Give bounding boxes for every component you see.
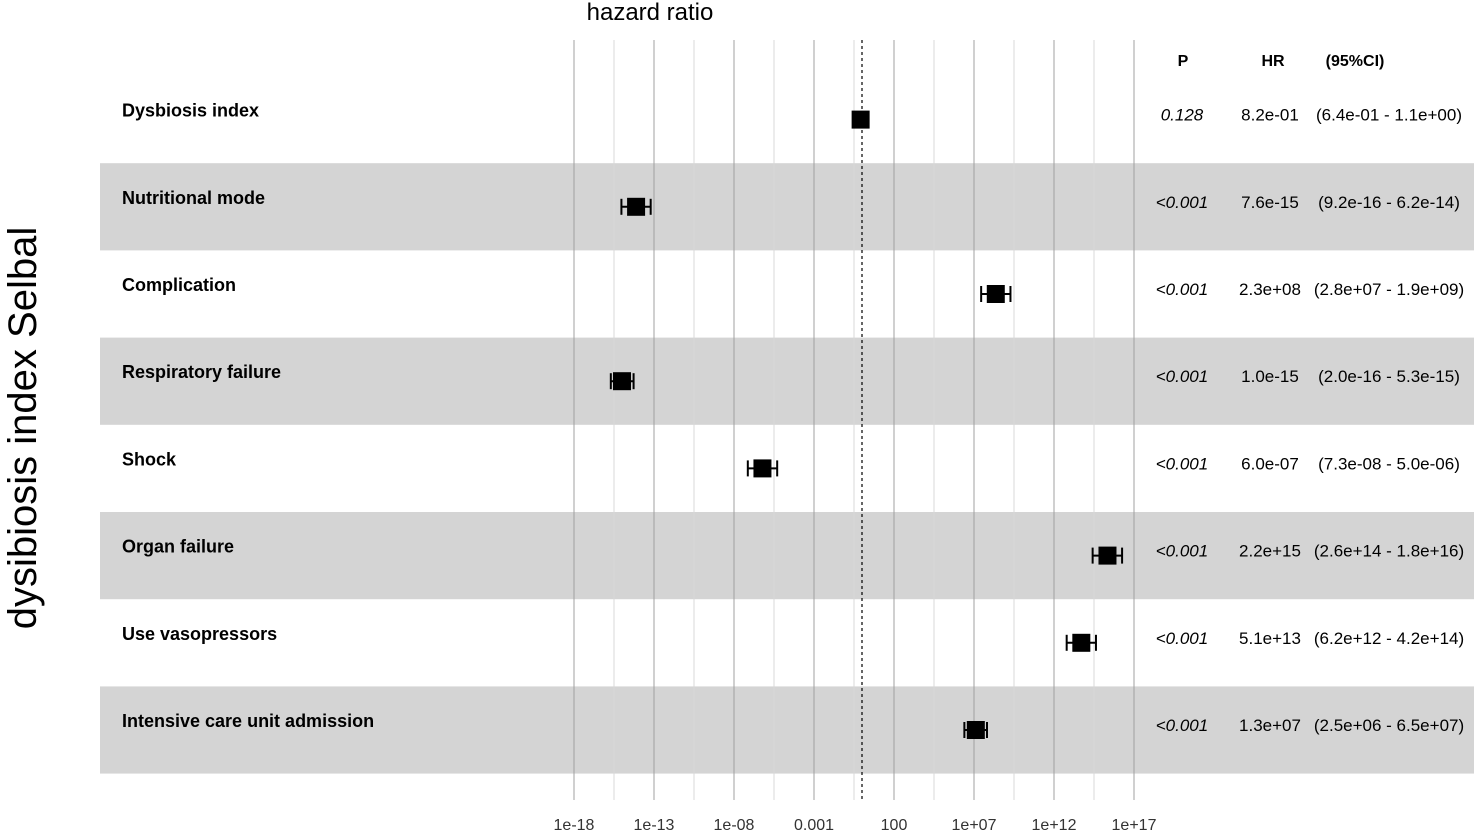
p-value: <0.001: [1156, 367, 1208, 386]
row-bands: [100, 163, 1474, 774]
hr-marker: [753, 459, 772, 478]
p-value: <0.001: [1156, 280, 1208, 299]
hr-marker: [966, 721, 985, 739]
row-label: Dysbiosis index: [122, 101, 259, 121]
row-labels: Dysbiosis index Nutritional mode Complicat…: [122, 101, 374, 731]
grid-lines: [573, 40, 1135, 800]
hr-value: 5.1e+13: [1239, 629, 1301, 648]
hr-marker: [986, 285, 1005, 303]
hr-marker: [613, 372, 631, 391]
hr-marker: [851, 110, 870, 129]
ci-value: (7.3e-08 - 5.0e-06): [1318, 454, 1460, 473]
hr-value: 2.2e+15: [1239, 542, 1301, 561]
x-tick-label: 100: [881, 817, 908, 834]
ci-value: (2.5e+06 - 6.5e+07): [1314, 716, 1464, 735]
chart-title: hazard ratio: [587, 0, 714, 26]
stats-table: 0.128 8.2e-01 (6.4e-01 - 1.1e+00) <0.001 7.6…: [1156, 106, 1464, 735]
x-tick-label: 1e-13: [634, 817, 675, 834]
hr-value: 8.2e-01: [1241, 106, 1299, 125]
row-label: Respiratory failure: [122, 362, 281, 382]
row-band: [100, 163, 1474, 251]
row-label: Nutritional mode: [122, 188, 265, 208]
col-header-ci: (95%CI): [1326, 53, 1385, 70]
x-tick-label: 1e-18: [554, 817, 595, 834]
ci-value: (6.2e+12 - 4.2e+14): [1314, 629, 1464, 648]
col-header-hr: HR: [1261, 53, 1285, 70]
ci-value: (9.2e-16 - 6.2e-14): [1318, 193, 1460, 212]
p-value: <0.001: [1156, 629, 1208, 648]
ci-value: (2.0e-16 - 5.3e-15): [1318, 367, 1460, 386]
hr-value: 7.6e-15: [1241, 193, 1299, 212]
x-tick-label: 1e+17: [1112, 817, 1157, 834]
x-tick-label: 0.001: [794, 817, 834, 834]
row-label: Use vasopressors: [122, 624, 277, 644]
p-value: 0.128: [1161, 106, 1204, 125]
hr-value: 6.0e-07: [1241, 454, 1299, 473]
row-band: [100, 512, 1474, 600]
side-label: dysibiosis index Selbal: [1, 227, 45, 629]
p-value: <0.001: [1156, 193, 1208, 212]
p-value: <0.001: [1156, 542, 1208, 561]
ci-value: (6.4e-01 - 1.1e+00): [1316, 106, 1462, 125]
hr-marker: [627, 197, 646, 216]
ci-value: (2.6e+14 - 1.8e+16): [1314, 542, 1464, 561]
hr-value: 1.3e+07: [1239, 716, 1301, 735]
row-label: Intensive care unit admission: [122, 711, 374, 731]
x-axis-ticks: 1e-18 1e-13 1e-08 0.001 100 1e+07 1e+12 1e+17: [554, 817, 1157, 834]
x-tick-label: 1e-08: [714, 817, 755, 834]
row-label: Complication: [122, 275, 236, 295]
hr-value: 1.0e-15: [1241, 367, 1299, 386]
hr-value: 2.3e+08: [1239, 280, 1301, 299]
row-band: [100, 337, 1474, 425]
hr-marker: [1072, 633, 1091, 652]
ci-value: (2.8e+07 - 1.9e+09): [1314, 280, 1464, 299]
row-label: Organ failure: [122, 537, 234, 557]
row-band: [100, 686, 1474, 774]
hr-marker: [1098, 546, 1117, 565]
row-label: Shock: [122, 449, 177, 469]
p-value: <0.001: [1156, 454, 1208, 473]
x-tick-label: 1e+07: [952, 817, 997, 834]
p-value: <0.001: [1156, 716, 1208, 735]
data-marks: [609, 110, 1124, 739]
col-header-p: P: [1178, 53, 1189, 70]
x-tick-label: 1e+12: [1032, 817, 1077, 834]
